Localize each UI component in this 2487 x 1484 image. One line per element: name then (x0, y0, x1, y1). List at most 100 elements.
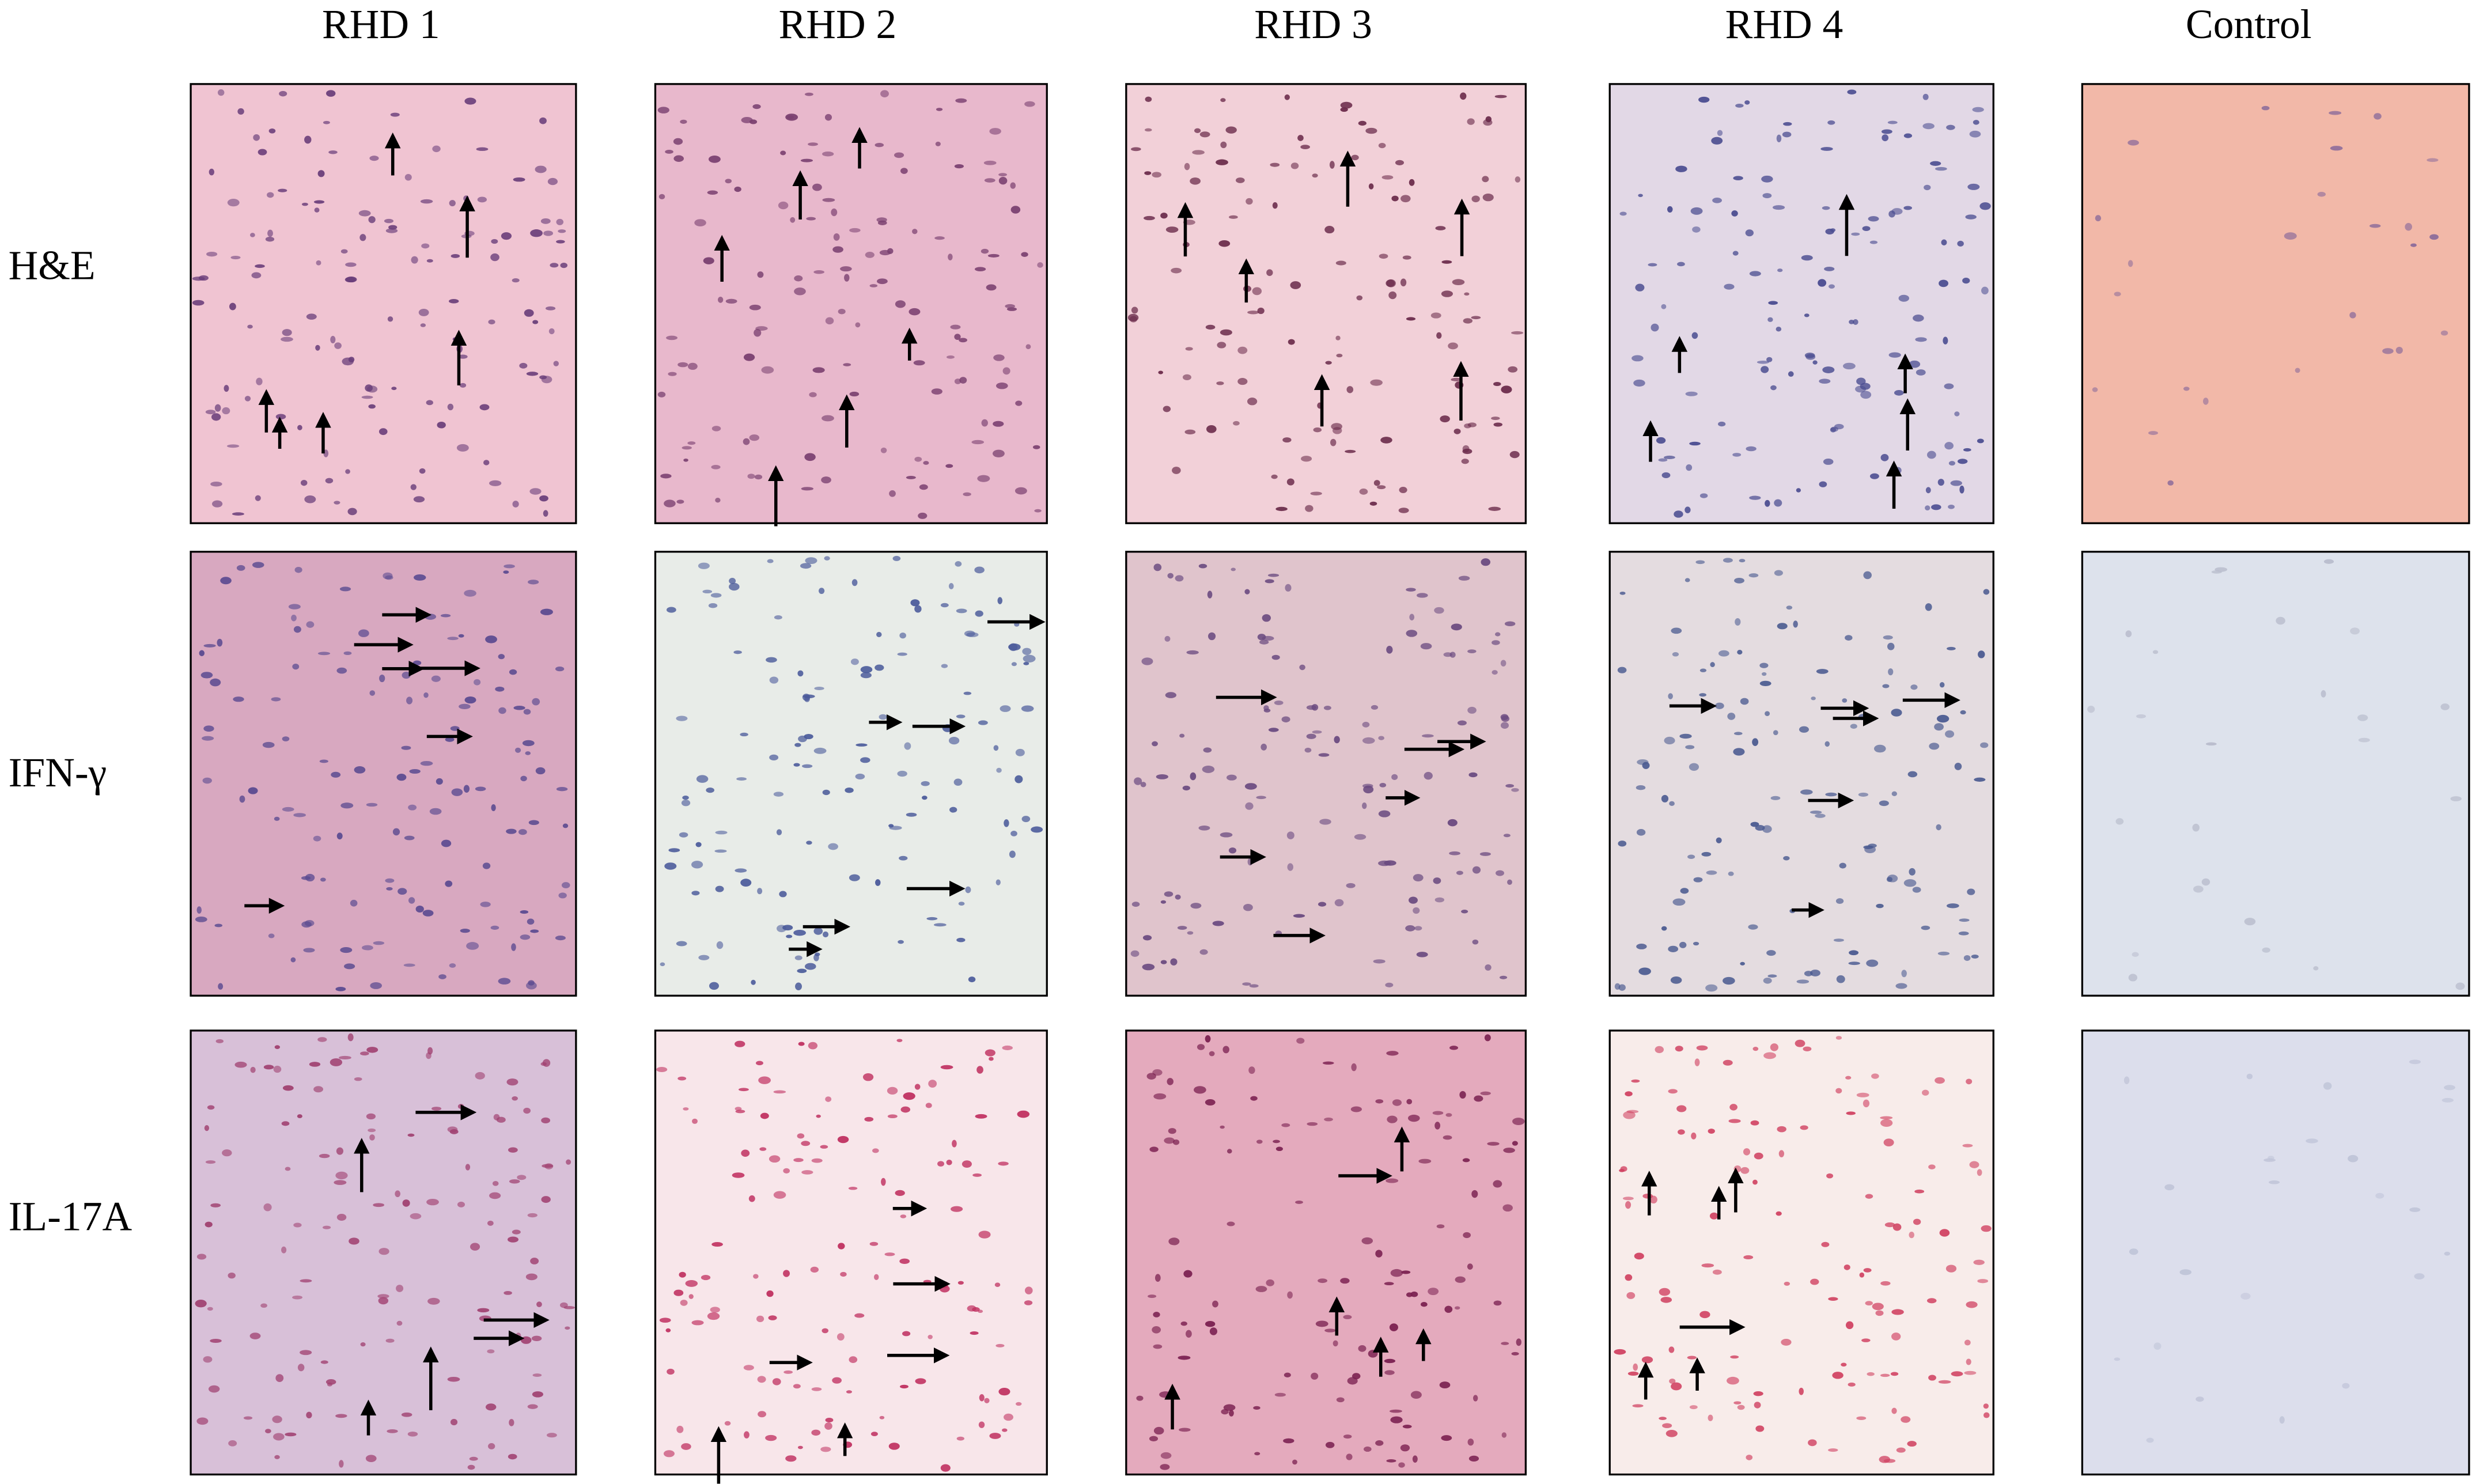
cell-nucleus (1723, 976, 1735, 985)
micrograph-bg (655, 1030, 1047, 1475)
cell-nucleus (1947, 646, 1956, 650)
cell-nucleus (335, 1171, 348, 1180)
cell-nucleus (503, 570, 509, 574)
cell-nucleus (1691, 1132, 1697, 1140)
cell-nucleus (1421, 734, 1434, 738)
cell-nucleus (1812, 360, 1818, 365)
cell-nucleus (1005, 304, 1016, 309)
cell-nucleus (1708, 1414, 1713, 1421)
cell-nucleus (1735, 618, 1741, 626)
micrograph-bg (2082, 84, 2469, 524)
cell-nucleus (1884, 1222, 1895, 1228)
cell-nucleus (1503, 834, 1511, 838)
cell-nucleus (1781, 1338, 1792, 1346)
cell-nucleus (818, 588, 825, 595)
cell-nucleus (1457, 720, 1467, 726)
cell-nucleus (514, 747, 521, 753)
cell-nucleus (348, 357, 355, 363)
cell-nucleus (2317, 192, 2326, 197)
cell-nucleus (206, 251, 218, 257)
cell-nucleus (1701, 851, 1712, 857)
cell-nucleus (1346, 883, 1356, 888)
cell-nucleus (899, 1258, 910, 1265)
cell-nucleus (562, 823, 569, 828)
cell-nucleus (1680, 888, 1689, 894)
cell-nucleus (1152, 1069, 1163, 1076)
cell-nucleus (814, 686, 824, 691)
cell-nucleus (218, 983, 224, 990)
cell-nucleus (1177, 926, 1187, 930)
cell-nucleus (1770, 1043, 1778, 1051)
cell-nucleus (358, 629, 369, 637)
cell-nucleus (378, 428, 388, 436)
cell-nucleus (1939, 279, 1948, 287)
cell-nucleus (1848, 961, 1860, 966)
cell-nucleus (887, 1114, 898, 1119)
cell-nucleus (1925, 487, 1931, 494)
cell-nucleus (1253, 1406, 1260, 1410)
cell-nucleus (504, 564, 515, 569)
cell-nucleus (1692, 226, 1701, 233)
cell-nucleus (532, 698, 540, 706)
cell-nucleus (1922, 1089, 1929, 1096)
cell-nucleus (869, 284, 878, 287)
cell-nucleus (1907, 1441, 1917, 1447)
cell-nucleus (711, 1242, 723, 1247)
cell-nucleus (1882, 134, 1889, 142)
cell-nucleus (1895, 983, 1907, 989)
cell-nucleus (1973, 120, 1979, 125)
cell-nucleus (758, 1411, 767, 1418)
cell-nucleus (358, 210, 371, 217)
cell-nucleus (2450, 796, 2462, 801)
cell-nucleus (1373, 959, 1386, 964)
cell-nucleus (211, 413, 221, 421)
cell-nucleus (1728, 871, 1734, 876)
cell-nucleus (887, 1086, 898, 1095)
cell-nucleus (1231, 567, 1236, 571)
cell-nucleus (251, 272, 262, 279)
cell-nucleus (736, 777, 747, 781)
cell-nucleus (292, 1295, 303, 1300)
cell-nucleus (2323, 1082, 2332, 1090)
cell-nucleus (243, 1416, 253, 1420)
cell-nucleus (328, 150, 338, 154)
cell-nucleus (1891, 208, 1903, 215)
cell-nucleus (451, 788, 463, 796)
cell-nucleus (703, 257, 714, 264)
cell-nucleus (234, 1061, 247, 1068)
cell-nucleus (536, 1301, 542, 1308)
cell-nucleus (1800, 789, 1813, 795)
cell-nucleus (1978, 650, 1985, 658)
cell-nucleus (956, 714, 966, 718)
cell-nucleus (1002, 1045, 1013, 1050)
cell-nucleus (902, 1331, 911, 1337)
cell-nucleus (491, 804, 496, 812)
cell-nucleus (555, 666, 565, 672)
cell-nucleus (1482, 193, 1494, 202)
micrograph-border (654, 1029, 1048, 1476)
cell-nucleus (465, 1164, 471, 1171)
cell-nucleus (1152, 172, 1162, 178)
cell-nucleus (806, 217, 816, 221)
cell-nucleus (2313, 966, 2319, 971)
cell-nucleus (900, 168, 908, 174)
cell-nucleus (755, 326, 768, 331)
cell-nucleus (1369, 501, 1377, 506)
cell-nucleus (1391, 774, 1398, 781)
cell-nucleus (1926, 1298, 1937, 1304)
cell-nucleus (509, 669, 517, 675)
cell-nucleus (1856, 1092, 1869, 1097)
cell-nucleus (956, 937, 966, 942)
cell-nucleus (263, 1065, 274, 1070)
cell-nucleus (556, 240, 565, 244)
cell-nucleus (997, 597, 1003, 604)
cell-nucleus (1152, 1326, 1161, 1334)
cell-nucleus (561, 882, 570, 888)
cell-nucleus (401, 745, 411, 750)
cell-nucleus (848, 1187, 858, 1190)
cell-nucleus (1766, 357, 1773, 362)
cell-nucleus (480, 902, 491, 907)
cell-nucleus (2114, 292, 2121, 297)
cell-nucleus (1250, 1096, 1258, 1101)
cell-nucleus (1943, 336, 1948, 344)
